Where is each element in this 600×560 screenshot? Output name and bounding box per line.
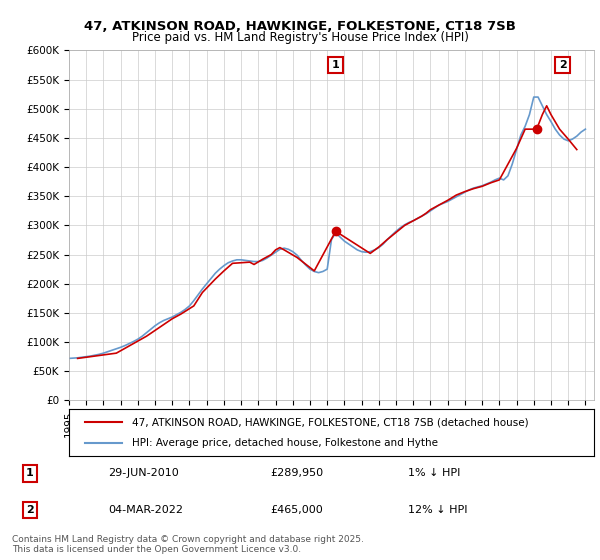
Text: HPI: Average price, detached house, Folkestone and Hythe: HPI: Average price, detached house, Folk… [132, 438, 438, 448]
Text: Price paid vs. HM Land Registry's House Price Index (HPI): Price paid vs. HM Land Registry's House … [131, 31, 469, 44]
Text: 12% ↓ HPI: 12% ↓ HPI [408, 505, 467, 515]
Text: 1% ↓ HPI: 1% ↓ HPI [408, 468, 460, 478]
Text: Contains HM Land Registry data © Crown copyright and database right 2025.
This d: Contains HM Land Registry data © Crown c… [12, 535, 364, 554]
Text: 1: 1 [332, 60, 340, 70]
Text: £465,000: £465,000 [270, 505, 323, 515]
Text: 2: 2 [559, 60, 566, 70]
Text: 47, ATKINSON ROAD, HAWKINGE, FOLKESTONE, CT18 7SB (detached house): 47, ATKINSON ROAD, HAWKINGE, FOLKESTONE,… [132, 417, 529, 427]
Text: 47, ATKINSON ROAD, HAWKINGE, FOLKESTONE, CT18 7SB: 47, ATKINSON ROAD, HAWKINGE, FOLKESTONE,… [84, 20, 516, 32]
Text: £289,950: £289,950 [270, 468, 323, 478]
Text: 1: 1 [26, 468, 34, 478]
Text: 29-JUN-2010: 29-JUN-2010 [108, 468, 179, 478]
Text: 2: 2 [26, 505, 34, 515]
Text: 04-MAR-2022: 04-MAR-2022 [108, 505, 183, 515]
